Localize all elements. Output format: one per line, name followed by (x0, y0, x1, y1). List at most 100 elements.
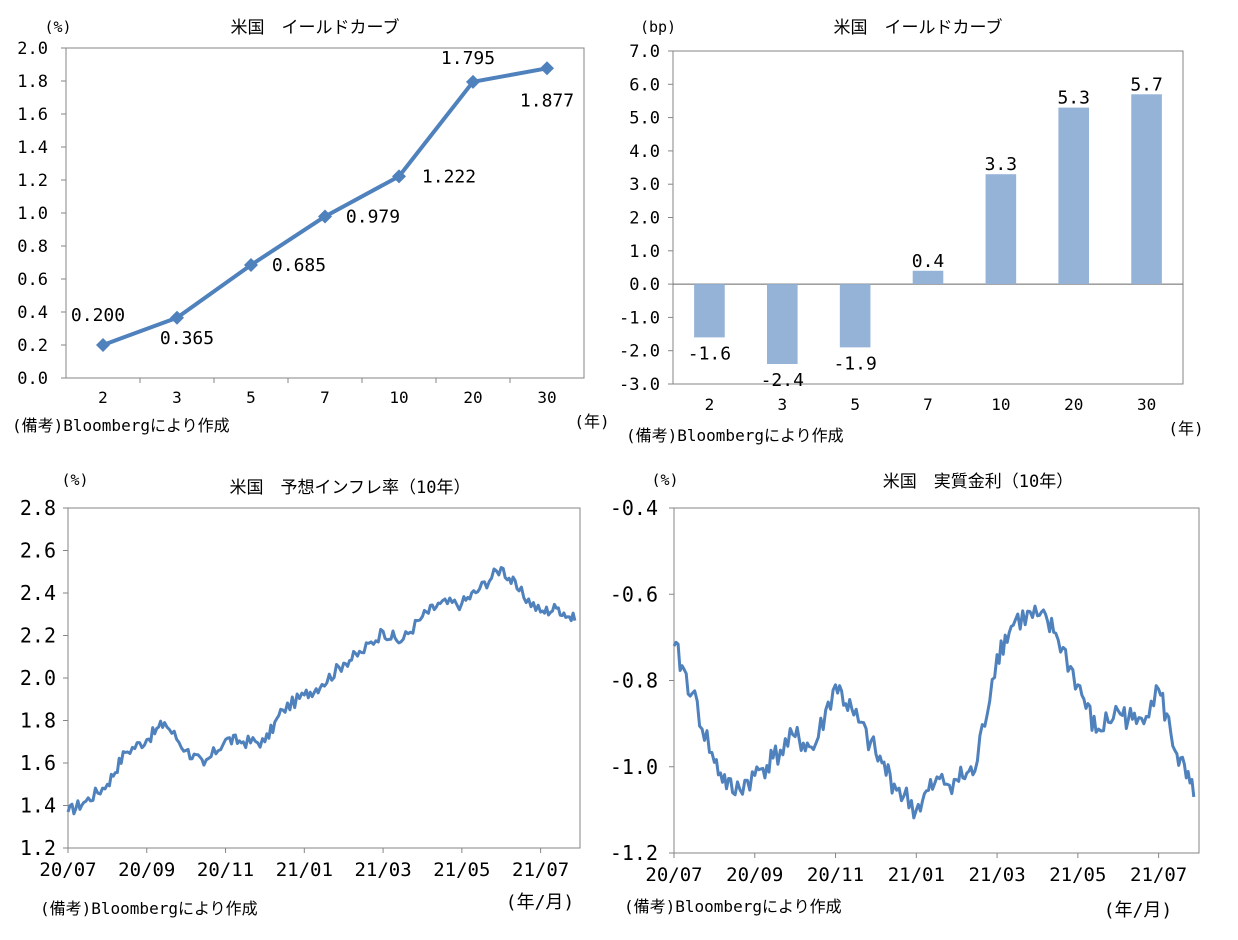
y-tick-label: 2.0 (629, 208, 660, 228)
panel4-x-unit: (年/月) (1104, 900, 1173, 921)
y-tick-label: 6.0 (629, 75, 660, 95)
y-tick-label: 0.8 (17, 237, 48, 257)
data-point-marker (170, 310, 184, 325)
data-point-marker (392, 169, 406, 184)
x-tick-label: 21/03 (968, 864, 1025, 886)
panel3-y-axis: 1.2 1.4 1.6 1.8 2.0 2.2 2.4 2.6 2.8 (20, 496, 68, 860)
panel2-source-note: (備考)Bloombergにより作成 (626, 426, 844, 445)
data-label: 5.7 (1130, 74, 1163, 95)
x-tick-label: 30 (1137, 395, 1156, 414)
real-rate-panel: 米国 実質金利（10年） (%) -1.2 -1.0 -0.8 -0.6 -0.4 20… (610, 471, 1200, 921)
y-tick-label: 1.2 (17, 171, 48, 191)
x-tick-label: 21/07 (512, 859, 569, 881)
y-tick-label: 1.8 (20, 709, 56, 733)
y-tick-label: 0.2 (17, 336, 48, 356)
panel3-x-axis: 20/07 20/09 20/11 21/01 21/03 21/05 21/07 (39, 848, 569, 881)
y-tick-label: -1.0 (619, 308, 660, 328)
y-tick-label: 4.0 (629, 142, 660, 162)
panel1-x-axis: 2 3 5 7 10 20 30 (98, 378, 557, 407)
bar (766, 284, 798, 365)
panel2-x-unit: (年) (1168, 419, 1203, 438)
yield-curve-line-panel: 米国 イールドカーブ (%) 0.0 0.2 0.4 0.6 0.8 1.0 1.2 1.4 1… (12, 17, 610, 435)
data-label: 0.200 (71, 305, 125, 326)
panel3-series (66, 566, 577, 816)
data-label: -1.6 (688, 343, 731, 364)
x-tick-label: 10 (991, 395, 1010, 414)
bar (694, 284, 725, 338)
data-label: 0.685 (272, 255, 326, 276)
y-tick-label: 2.0 (20, 666, 56, 690)
panel2-title: 米国 イールドカーブ (834, 17, 1003, 38)
y-tick-label: 3.0 (629, 175, 660, 195)
x-tick-label: 3 (777, 395, 787, 414)
bar (839, 284, 871, 348)
x-tick-label: 30 (537, 388, 556, 407)
panel1-source-note: (備考)Bloombergにより作成 (12, 416, 230, 435)
inflation-expectation-panel: 米国 予想インフレ率（10年） (%) 1.2 1.4 1.6 1.8 2.0 2.2 2.… (20, 471, 581, 918)
panel1-title: 米国 イールドカーブ (231, 17, 400, 38)
y-tick-label: 7.0 (629, 42, 660, 62)
data-label: 1.795 (441, 48, 495, 69)
panel3-plot-frame (67, 507, 581, 849)
data-point-marker (96, 338, 110, 352)
x-tick-label: 21/01 (276, 859, 333, 881)
bar (985, 174, 1017, 285)
y-tick-label: 1.4 (20, 794, 56, 818)
x-tick-label: 7 (320, 388, 330, 407)
data-point-marker (540, 61, 554, 76)
y-tick-label: 0.6 (17, 270, 48, 290)
data-label: 0.979 (346, 206, 400, 227)
panel2-series: -1.6 -2.4 -1.9 0.4 3.3 5.3 5.7 (688, 74, 1163, 391)
y-tick-label: 0.0 (629, 275, 660, 295)
yield-curve-line (102, 66, 548, 347)
y-tick-label: 1.4 (17, 138, 48, 158)
x-tick-label: 21/05 (433, 859, 490, 881)
y-tick-label: -0.6 (610, 582, 658, 606)
yield-curve-bar-panel: 米国 イールドカーブ (bp) -3.0 -2.0 -1.0 0.0 1.0 2.0 3.0… (619, 17, 1204, 445)
series-line (672, 604, 1196, 820)
y-tick-label: -1.0 (610, 755, 658, 779)
y-tick-label: 2.6 (20, 539, 56, 563)
data-label: -1.9 (833, 353, 876, 374)
x-tick-label: 10 (389, 388, 408, 407)
x-tick-label: 21/03 (354, 859, 411, 881)
bar (912, 270, 944, 285)
panel1-y-unit: (%) (44, 18, 71, 36)
y-tick-label: 1.2 (20, 836, 56, 860)
panel1-y-axis: 0.0 0.2 0.4 0.6 0.8 1.0 1.2 1.4 1.6 1.8 2.0 (17, 39, 66, 389)
data-label: 0.4 (912, 251, 945, 272)
x-tick-label: 2 (98, 388, 108, 407)
data-point-marker (244, 257, 258, 272)
data-point-marker (318, 209, 332, 224)
data-label: 1.222 (422, 166, 476, 187)
y-tick-label: 2.8 (20, 496, 56, 520)
y-tick-label: 1.0 (17, 204, 48, 224)
x-tick-label: 20/07 (39, 859, 96, 881)
x-tick-label: 5 (850, 395, 860, 414)
bar (1058, 107, 1090, 285)
x-tick-label: 21/05 (1049, 864, 1106, 886)
panel2-y-unit: (bp) (640, 18, 676, 36)
y-tick-label: 0.0 (17, 369, 48, 389)
x-tick-label: 7 (923, 395, 933, 414)
y-tick-label: -1.2 (610, 841, 658, 865)
y-tick-label: 1.0 (629, 242, 660, 262)
panel3-title: 米国 予想インフレ率（10年） (230, 478, 471, 498)
y-tick-label: -0.4 (610, 496, 658, 520)
x-tick-label: 20/11 (197, 859, 254, 881)
panel1-x-unit: (年) (574, 412, 609, 431)
data-label: 3.3 (985, 154, 1018, 175)
data-point-marker (466, 74, 480, 89)
x-tick-label: 21/01 (888, 864, 945, 886)
x-tick-label: 5 (246, 388, 256, 407)
x-tick-label: 20/09 (118, 859, 175, 881)
y-tick-label: 5.0 (629, 109, 660, 129)
panel4-title: 米国 実質金利（10年） (883, 472, 1073, 492)
panel3-x-unit: (年/月) (506, 892, 575, 913)
y-tick-label: 2.0 (17, 39, 48, 59)
panel4-plot-frame (673, 507, 1200, 854)
x-tick-label: 20/09 (726, 864, 783, 886)
series-line (66, 566, 577, 816)
x-tick-label: 2 (705, 395, 715, 414)
